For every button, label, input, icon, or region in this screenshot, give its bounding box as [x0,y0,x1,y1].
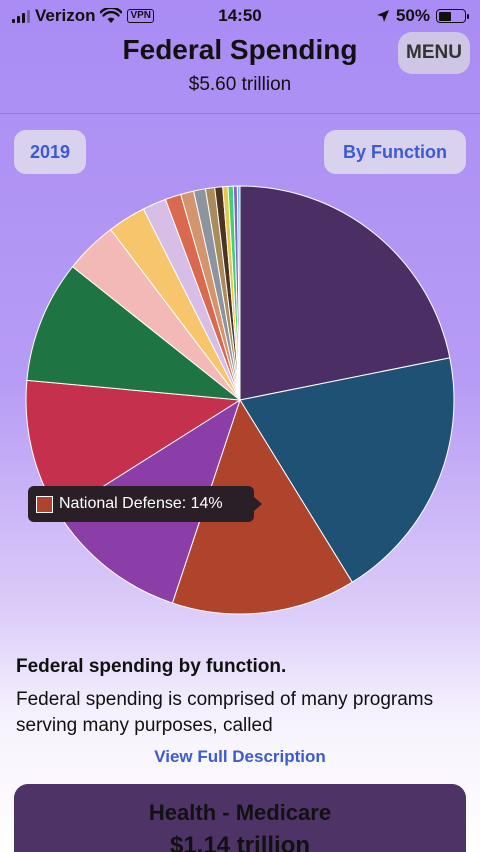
pie-slice-18[interactable] [236,185,241,401]
description-text: Federal spending is comprised of many pr… [16,689,434,736]
battery-level [438,11,451,21]
tooltip-swatch [36,495,53,513]
pie-chart[interactable] [0,180,480,620]
menu-button[interactable]: MENU [398,32,470,74]
pie-slice-2[interactable] [239,357,455,583]
page-title: Federal Spending [122,34,358,65]
status-bar: Verizon VPN 14:50 50% [0,0,480,34]
location-arrow-icon [376,10,389,22]
battery-percent: 50% [395,6,430,25]
status-time: 14:50 [218,6,262,25]
carrier-label: Verizon [35,6,96,25]
by-function-button[interactable]: By Function [324,130,466,174]
status-right: 50% [376,6,469,26]
pie-slice-6[interactable] [26,266,242,401]
pie-slice-3[interactable] [171,398,353,615]
header: Federal Spending $5.60 trillion MENU [0,30,480,114]
chart-tooltip: National Defense: 14% [28,486,262,522]
category-card[interactable]: Health - Medicare $1.14 trillion [14,784,466,852]
pie-slice-1[interactable] [239,185,451,401]
category-title: Health - Medicare [148,800,332,825]
total-spending: $5.60 trillion [188,74,292,95]
tooltip-label: National Defense: 14% [59,495,223,512]
view-full-description-link[interactable]: View Full Description [154,747,326,766]
category-amount: $1.14 trillion [169,832,311,852]
vpn-badge: VPN [127,9,155,23]
wifi-icon [100,8,123,23]
description-heading: Federal spending by function. [16,656,287,677]
status-left: Verizon VPN [12,6,155,26]
year-button[interactable]: 2019 [14,130,86,174]
battery-icon [436,9,469,23]
signal-icon [12,9,30,23]
